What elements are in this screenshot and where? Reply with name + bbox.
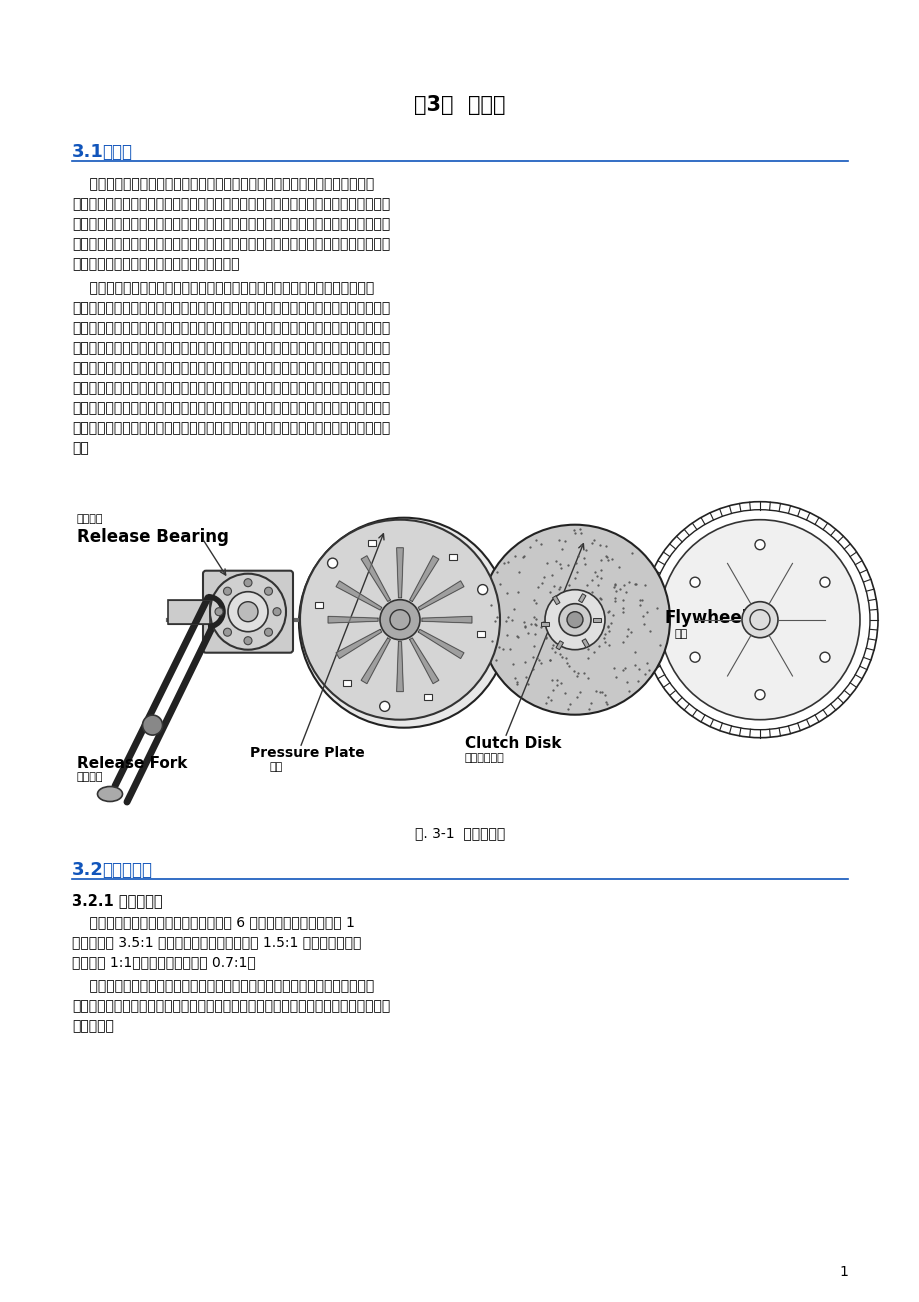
Circle shape: [223, 587, 232, 595]
Circle shape: [273, 608, 280, 616]
Bar: [578, 594, 585, 603]
Circle shape: [244, 637, 252, 644]
Circle shape: [300, 519, 499, 720]
Text: 3.2.1 变速器速比: 3.2.1 变速器速比: [72, 893, 163, 907]
Circle shape: [327, 559, 337, 568]
Circle shape: [819, 577, 829, 587]
Text: 档提供大约 3.5:1 的速比，为最高档提供大约 1.5:1 的速比。直接档: 档提供大约 3.5:1 的速比，为最高档提供大约 1.5:1 的速比。直接档: [72, 935, 361, 949]
Text: 3.2: 3.2: [72, 861, 104, 879]
Bar: [168, 600, 210, 624]
Text: 须依靠无滑动的摩擦力将所有的发动机扭矩传送到变速器。离合器也被用于在变速器中: 须依靠无滑动的摩擦力将所有的发动机扭矩传送到变速器。离合器也被用于在变速器中: [72, 237, 390, 251]
Polygon shape: [418, 629, 463, 659]
Circle shape: [215, 608, 222, 616]
Text: 分离拨叉: 分离拨叉: [77, 772, 103, 783]
Polygon shape: [335, 629, 381, 659]
Circle shape: [754, 690, 765, 699]
Circle shape: [480, 525, 669, 715]
Text: 手动变速器: 手动变速器: [102, 861, 152, 879]
Text: 离合器: 离合器: [102, 143, 131, 161]
Bar: [552, 596, 560, 604]
Polygon shape: [328, 616, 378, 624]
Circle shape: [477, 585, 487, 595]
Text: 的齿轮改变传动比时使发动机和传动系脱离。: 的齿轮改变传动比时使发动机和传动系脱离。: [72, 256, 239, 271]
Circle shape: [244, 578, 252, 587]
Text: 没有弹簧压力，因此离合器主动件和从动件之间没有摩擦力作用。随着司机松开离合器: 没有弹簧压力，因此离合器主动件和从动件之间没有摩擦力作用。随着司机松开离合器: [72, 341, 390, 355]
Circle shape: [380, 702, 390, 711]
Polygon shape: [396, 548, 403, 598]
Bar: [582, 639, 589, 647]
Circle shape: [238, 602, 257, 621]
Circle shape: [559, 604, 590, 635]
Text: 时，离合器必须像一个可靠的连接装置一样，无滑动地将所有的发动机动力传送给变速: 时，离合器必须像一个可靠的连接装置一样，无滑动地将所有的发动机动力传送给变速: [72, 421, 390, 435]
Bar: [368, 539, 376, 546]
Text: 蹏板，离合器组件上的弹簧压力增加，部件间的摩擦力随之增加。司机通过离合器蹏板: 蹏板，离合器组件上的弹簧压力增加，部件间的摩擦力随之增加。司机通过离合器蹏板: [72, 361, 390, 375]
Text: 它们表面之间的摩擦力控制的。当施加了全部弹力时，主、从动件的速度应当相同。这: 它们表面之间的摩擦力控制的。当施加了全部弹力时，主、从动件的速度应当相同。这: [72, 401, 390, 415]
Text: 和连杆机构来控制施于离合器从动件上的弹簧压力。离合器主、从动件之间的噜合是由: 和连杆机构来控制施于离合器从动件上的弹簧压力。离合器主、从动件之间的噜合是由: [72, 381, 390, 395]
Text: 通过在若干速比中进行选择，就可能使汽车在所有的正常情况下工作。另外，: 通过在若干速比中进行选择，就可能使汽车在所有的正常情况下工作。另外，: [72, 979, 374, 993]
FancyBboxPatch shape: [203, 570, 292, 652]
Bar: [62, 479, 857, 814]
Bar: [448, 553, 456, 560]
Circle shape: [228, 591, 267, 631]
Text: 3.1: 3.1: [72, 143, 104, 161]
Circle shape: [265, 587, 272, 595]
Text: Release Fork: Release Fork: [77, 756, 187, 771]
Bar: [343, 680, 351, 686]
Circle shape: [265, 628, 272, 637]
Text: 离合器从动盘: 离合器从动盘: [464, 753, 505, 763]
Text: 的速比为 1:1。超速档的速比约为 0.7:1。: 的速比为 1:1。超速档的速比约为 0.7:1。: [72, 954, 255, 969]
Polygon shape: [396, 642, 403, 691]
Text: 飞轮: 飞轮: [675, 629, 687, 639]
Circle shape: [659, 519, 859, 720]
Circle shape: [544, 590, 605, 650]
Circle shape: [754, 540, 765, 549]
Bar: [315, 603, 323, 608]
Text: Pressure Plate: Pressure Plate: [250, 746, 364, 760]
Text: 为了起动发动机或者换档，司机必须踩下离合器蹏板以便实现变速器和发动机: 为了起动发动机或者换档，司机必须踩下离合器蹏板以便实现变速器和发动机: [72, 281, 374, 296]
Circle shape: [380, 600, 420, 639]
Text: 第3章  传动系: 第3章 传动系: [414, 95, 505, 115]
Text: 压盘: 压盘: [269, 762, 283, 772]
Circle shape: [299, 518, 508, 728]
Circle shape: [210, 574, 286, 650]
Ellipse shape: [97, 786, 122, 802]
Bar: [555, 641, 562, 650]
Polygon shape: [361, 638, 390, 684]
Text: 现代手动变速器能够为驾驶员提供多达 6 个前进速比。减速齿轮为 1: 现代手动变速器能够为驾驶员提供多达 6 个前进速比。减速齿轮为 1: [72, 915, 358, 930]
Text: Release Bearing: Release Bearing: [77, 529, 229, 546]
Text: 的分离。此时，与变速器输入轴相连的离合器从动件可能处于静止状态，也可能以一定: 的分离。此时，与变速器输入轴相连的离合器从动件可能处于静止状态，也可能以一定: [72, 301, 390, 315]
Text: 图. 3-1  离合器结构: 图. 3-1 离合器结构: [414, 825, 505, 840]
Text: 的速度旋转，这一速度可能高于或低于与发动机曲轴相连的主动件速度。离合器组件上: 的速度旋转，这一速度可能高于或低于与发动机曲轴相连的主动件速度。离合器组件上: [72, 322, 390, 335]
Text: 通过这些不同的档，转矩又得到放大。不同的汽车，根据发动机功率和车辆重量情况，: 通过这些不同的档，转矩又得到放大。不同的汽车，根据发动机功率和车辆重量情况，: [72, 999, 390, 1013]
Circle shape: [819, 652, 829, 663]
Circle shape: [742, 602, 777, 638]
Circle shape: [689, 652, 699, 663]
Circle shape: [142, 715, 163, 736]
Text: 离合器是位于发动机和变速器之间的一个旋转装置，它包括飞轮、离合器从动: 离合器是位于发动机和变速器之间的一个旋转装置，它包括飞轮、离合器从动: [72, 177, 374, 191]
Polygon shape: [422, 616, 471, 624]
Text: Clutch Disk: Clutch Disk: [464, 736, 561, 751]
Text: 器。: 器。: [72, 441, 88, 454]
Circle shape: [689, 577, 699, 587]
Text: 盘、压盘、压紧弹簧、离合器盖及操作离合器所需的连接杆件等。它通过各部件之间产: 盘、压盘、压紧弹簧、离合器盖及操作离合器所需的连接杆件等。它通过各部件之间产: [72, 197, 390, 211]
Polygon shape: [361, 556, 390, 602]
Bar: [476, 631, 484, 637]
Polygon shape: [409, 556, 438, 602]
Circle shape: [223, 628, 232, 637]
Bar: [593, 617, 600, 621]
Text: Flywheel: Flywheel: [664, 609, 747, 628]
Polygon shape: [409, 638, 438, 684]
Bar: [424, 694, 432, 699]
Bar: [540, 621, 549, 626]
Text: 生的摩擦力来作用。这就是为什么离合器叫做摩擦机械的原因。在噜合之后，离合器必: 生的摩擦力来作用。这就是为什么离合器叫做摩擦机械的原因。在噜合之后，离合器必: [72, 217, 390, 230]
Circle shape: [566, 612, 583, 628]
Text: 1: 1: [838, 1266, 847, 1279]
Text: 速比也是变: 速比也是变: [72, 1019, 114, 1032]
Polygon shape: [335, 581, 381, 611]
Text: 分离轴承: 分离轴承: [77, 514, 103, 523]
Polygon shape: [418, 581, 463, 611]
